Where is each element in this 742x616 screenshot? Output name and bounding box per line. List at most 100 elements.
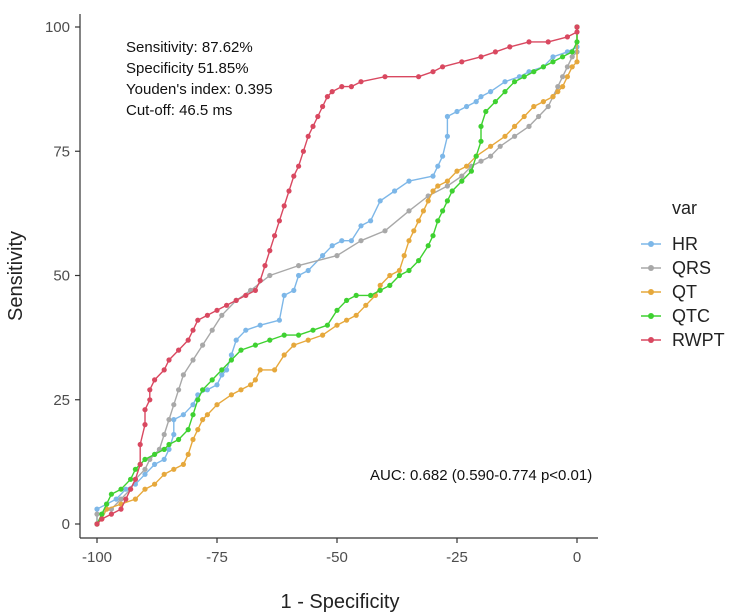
series-point-rwpt: [99, 516, 105, 522]
series-point-qt: [564, 74, 571, 80]
series-point-hr: [320, 253, 326, 259]
axes: -100 -75 -50 -25 0 0 25 50 75 100: [45, 14, 598, 566]
legend-key-point: [648, 265, 654, 271]
series-point-qtc: [478, 123, 484, 129]
legend-label-qrs: QRS: [672, 258, 711, 278]
x-tick-label: 0: [573, 549, 581, 566]
series-point-rwpt: [286, 188, 292, 194]
series-point-qt: [550, 94, 556, 100]
series-qt: [94, 24, 580, 527]
legend-label-rwpt: RWPT: [672, 330, 725, 350]
series-point-rwpt: [574, 29, 580, 35]
series-point-qt: [142, 486, 148, 492]
series-point-hr: [488, 89, 494, 95]
series-point-qt: [531, 103, 537, 110]
series-point-qtc: [108, 491, 114, 497]
series-point-hr: [161, 456, 167, 462]
x-tick-label: -50: [326, 549, 348, 566]
series-point-qt: [238, 387, 244, 393]
series-point-qt: [171, 466, 177, 472]
series-point-qtc: [99, 511, 105, 517]
series-point-rwpt: [382, 74, 388, 80]
series-point-rwpt: [272, 233, 278, 239]
series-hr: [94, 24, 580, 527]
series-point-qt: [161, 471, 167, 477]
series-point-qt: [420, 208, 426, 214]
series-point-qt: [320, 332, 326, 338]
series-point-qrs: [171, 402, 177, 408]
series-point-qtc: [324, 322, 330, 328]
series-point-rwpt: [243, 292, 249, 298]
series-point-rwpt: [118, 506, 124, 512]
legend-key-point: [648, 289, 654, 295]
series-point-hr: [180, 412, 186, 418]
legend-item-qt: QT: [641, 282, 697, 302]
series-point-qtc: [440, 208, 446, 214]
series-point-qt: [132, 496, 138, 502]
series-point-rwpt: [507, 44, 513, 50]
series-point-hr: [142, 471, 148, 477]
series-point-qtc: [353, 292, 359, 298]
series-point-qtc: [166, 441, 172, 448]
series-point-rwpt: [564, 34, 571, 40]
series-line-rwpt: [96, 27, 578, 525]
series-point-qrs: [200, 342, 206, 348]
series-point-qt: [521, 113, 527, 120]
series-point-hr: [348, 238, 354, 244]
series-point-qtc: [142, 456, 148, 462]
series-point-qtc: [449, 188, 455, 194]
series-point-rwpt: [185, 337, 191, 343]
series-point-qtc: [502, 89, 508, 95]
series-point-hr: [190, 402, 196, 408]
series-point-hr: [166, 446, 172, 452]
series-point-qrs: [176, 387, 182, 393]
series-point-qrs: [444, 183, 450, 189]
auc-annotation: AUC: 0.682 (0.590-0.774 p<0.01): [370, 467, 592, 484]
series-point-qtc: [511, 79, 518, 85]
series-point-hr: [171, 417, 177, 423]
series-point-qt: [353, 312, 359, 318]
x-tick-label: -100: [82, 549, 112, 566]
series-point-qt: [444, 178, 450, 184]
series-point-qt: [464, 163, 470, 169]
series-point-hr: [123, 486, 129, 492]
series-point-qt: [180, 461, 186, 467]
series-point-qtc: [531, 69, 537, 75]
series-point-rwpt: [459, 59, 465, 65]
series-point-rwpt: [296, 163, 302, 169]
series-point-qtc: [569, 49, 575, 55]
series-point-qrs: [555, 84, 561, 90]
series-point-rwpt: [310, 123, 316, 129]
series-point-qrs: [118, 496, 124, 502]
series-point-qrs: [358, 238, 364, 244]
legend-item-qrs: QRS: [641, 258, 711, 278]
series-point-qtc: [425, 243, 431, 249]
series-point-qtc: [310, 327, 316, 333]
series-point-qtc: [209, 377, 215, 383]
series-point-qt: [291, 342, 297, 348]
series-point-qrs: [190, 357, 196, 363]
series-point-rwpt: [324, 94, 330, 100]
series-point-hr: [204, 387, 210, 393]
series-point-qtc: [377, 287, 383, 293]
series-point-qrs: [382, 228, 388, 234]
series-point-hr: [228, 352, 234, 358]
series-point-qtc: [492, 99, 498, 105]
stat-youden-index: Youden's index: 0.395: [126, 81, 273, 98]
series-point-hr: [478, 94, 484, 100]
series-point-rwpt: [315, 113, 321, 120]
series-point-rwpt: [147, 387, 153, 393]
series-point-qrs: [560, 74, 566, 80]
y-tick-label: 0: [62, 516, 70, 533]
series-point-rwpt: [152, 377, 158, 383]
series-point-hr: [440, 153, 446, 159]
series-point-qt: [252, 377, 258, 383]
series-point-qrs: [569, 54, 575, 60]
stat-specificity: Specificity 51.85%: [126, 60, 249, 77]
series-point-qtc: [185, 427, 191, 433]
series-point-qt: [334, 322, 340, 328]
series-point-rwpt: [94, 521, 100, 527]
series-point-qt: [511, 123, 518, 129]
series-point-hr: [224, 367, 230, 373]
legend-key-point: [648, 337, 654, 343]
